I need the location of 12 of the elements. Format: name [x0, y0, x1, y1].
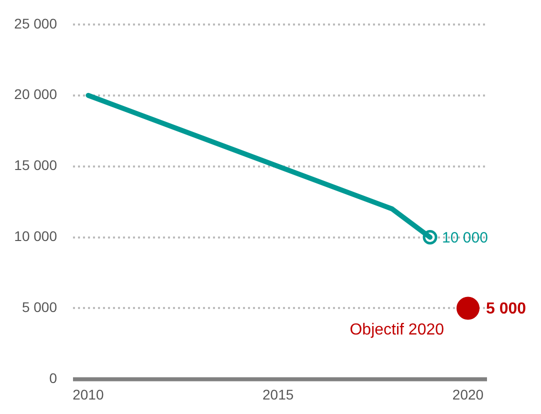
y-tick-label: 15 000 — [14, 157, 58, 174]
y-tick-label: 25 000 — [14, 15, 58, 32]
y-tick-label: 5 000 — [22, 299, 58, 316]
y-tick-label: 20 000 — [14, 86, 58, 102]
data-label: 10 000 — [442, 229, 488, 246]
annotation: Objectif 2020 — [350, 322, 444, 339]
x-tick-label: 2015 — [262, 386, 294, 402]
y-tick-label: 0 — [49, 370, 58, 386]
data-label: 5 000 — [486, 300, 526, 318]
x-tick-label: 2020 — [452, 386, 484, 402]
x-tick-label: 2010 — [72, 386, 104, 402]
y-tick-label: 10 000 — [14, 228, 58, 244]
